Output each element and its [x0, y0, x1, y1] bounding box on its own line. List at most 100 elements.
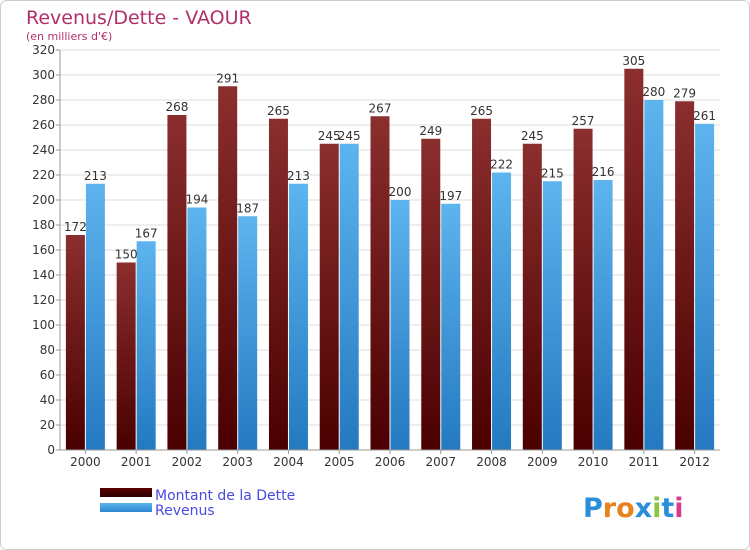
x-tick-label: 2001	[121, 455, 152, 469]
bar-debt-2011	[624, 68, 644, 450]
bar-debt-2012	[675, 101, 695, 450]
bar-revenus-2002	[187, 207, 207, 450]
bar-debt-2008	[472, 118, 492, 450]
y-tick-label: 0	[47, 443, 55, 457]
y-tick-label: 240	[32, 143, 55, 157]
y-axis-ticks: 0 20 40 60 80 100 120 140 160 180 200 220 240 260 280 3…	[32, 43, 60, 457]
y-tick-label: 280	[32, 93, 55, 107]
data-label-debt-2008: 265	[470, 104, 493, 118]
bar-revenus-2005	[339, 143, 359, 450]
data-label-debt-2000: 172	[64, 220, 87, 234]
data-label-revenus-2003: 187	[236, 201, 259, 215]
data-label-debt-2011: 305	[622, 54, 645, 68]
bar-revenus-2001	[136, 241, 156, 450]
bar-revenus-2009	[542, 181, 562, 450]
data-label-debt-2009: 245	[521, 129, 544, 143]
data-label-revenus-2010: 216	[592, 165, 615, 179]
bar-debt-2004	[268, 118, 288, 450]
bars	[65, 68, 715, 450]
bar-debt-2002	[167, 115, 187, 450]
bar-revenus-2006	[390, 200, 410, 450]
x-tick-label: 2000	[70, 455, 101, 469]
y-tick-label: 100	[32, 318, 55, 332]
x-tick-label: 2009	[527, 455, 558, 469]
legend-label-revenus: Revenus	[155, 503, 215, 519]
data-label-revenus-2008: 222	[490, 158, 513, 172]
x-tick-label: 2002	[172, 455, 203, 469]
y-tick-label: 180	[32, 218, 55, 232]
data-label-revenus-2011: 280	[642, 85, 665, 99]
x-tick-label: 2005	[324, 455, 355, 469]
data-labels: 172 213 150 167 268 194 291 187 265 213 245 245 267 2…	[64, 54, 716, 262]
data-label-revenus-2001: 167	[135, 226, 158, 240]
bar-revenus-2003	[238, 216, 258, 450]
bar-revenus-2004	[288, 183, 308, 450]
bar-revenus-2010	[593, 180, 613, 450]
x-tick-label: 2003	[222, 455, 253, 469]
x-tick-label: 2007	[425, 455, 456, 469]
y-tick-label: 80	[40, 343, 55, 357]
logo-letter: P	[583, 493, 603, 524]
logo-letter: o	[616, 493, 635, 524]
y-tick-label: 260	[32, 118, 55, 132]
data-label-revenus-2000: 213	[84, 169, 107, 183]
data-label-debt-2007: 249	[419, 124, 442, 138]
x-tick-label: 2008	[476, 455, 507, 469]
logo-letter: x	[635, 493, 652, 524]
y-tick-label: 120	[32, 293, 55, 307]
data-label-debt-2012: 279	[673, 86, 696, 100]
bar-debt-2000	[65, 235, 85, 450]
data-label-debt-2001: 150	[115, 248, 138, 262]
data-label-debt-2003: 291	[216, 71, 239, 85]
y-tick-label: 300	[32, 68, 55, 82]
x-tick-label: 2010	[578, 455, 609, 469]
bar-revenus-2008	[492, 172, 512, 450]
data-label-debt-2004: 265	[267, 104, 290, 118]
y-tick-label: 140	[32, 268, 55, 282]
data-label-revenus-2005: 245	[338, 129, 361, 143]
data-label-revenus-2006: 200	[389, 185, 412, 199]
bar-debt-2007	[421, 138, 441, 450]
chart-subtitle: (en milliers d'€)	[26, 30, 112, 43]
legend-swatch-revenus	[100, 503, 152, 512]
y-tick-label: 20	[40, 418, 55, 432]
y-tick-label: 40	[40, 393, 55, 407]
bar-debt-2009	[522, 143, 542, 450]
data-label-revenus-2002: 194	[185, 193, 208, 207]
logo-letter: r	[603, 493, 617, 524]
legend-swatch-debt	[100, 488, 152, 497]
bar-debt-2003	[218, 86, 238, 450]
data-label-debt-2006: 267	[369, 101, 392, 115]
bar-debt-2010	[573, 128, 593, 450]
y-tick-label: 60	[40, 368, 55, 382]
chart-title: Revenus/Dette - VAOUR	[26, 7, 252, 29]
legend-label-debt: Montant de la Dette	[155, 488, 295, 504]
data-label-revenus-2012: 261	[693, 109, 716, 123]
bar-revenus-2000	[85, 183, 105, 450]
data-label-debt-2002: 268	[165, 100, 188, 114]
y-tick-label: 220	[32, 168, 55, 182]
bar-debt-2006	[370, 116, 390, 450]
bar-revenus-2011	[644, 100, 664, 450]
proxiti-logo: Proxiti	[583, 493, 684, 524]
bar-revenus-2007	[441, 203, 461, 450]
x-tick-label: 2011	[629, 455, 660, 469]
data-label-debt-2010: 257	[572, 114, 595, 128]
x-tick-label: 2012	[679, 455, 710, 469]
x-tick-label: 2004	[273, 455, 304, 469]
y-tick-label: 320	[32, 43, 55, 57]
data-label-revenus-2009: 215	[541, 166, 564, 180]
data-label-revenus-2007: 197	[439, 189, 462, 203]
y-tick-label: 200	[32, 193, 55, 207]
x-tick-label: 2006	[375, 455, 406, 469]
logo-letter: i	[652, 493, 661, 524]
x-axis-ticks: 2000 2001 2002 2003 2004 2005 2006 2007 2008 2009…	[70, 450, 710, 469]
bar-debt-2001	[116, 262, 136, 450]
logo-letter: t	[661, 493, 674, 524]
legend: Montant de la Dette Revenus	[100, 488, 295, 519]
data-label-revenus-2004: 213	[287, 169, 310, 183]
bar-revenus-2012	[695, 123, 715, 450]
bar-debt-2005	[319, 143, 339, 450]
